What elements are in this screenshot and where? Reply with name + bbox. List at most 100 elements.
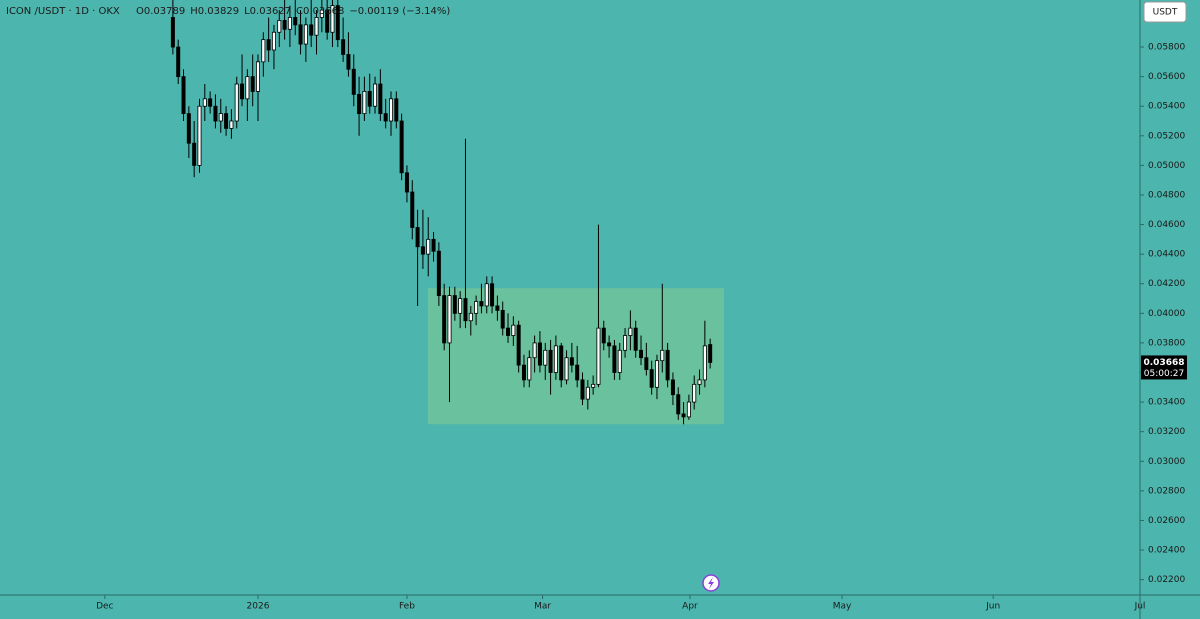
candle-body [575, 364, 580, 381]
candle-body [245, 76, 250, 100]
candle-body [250, 76, 255, 92]
candle-body [692, 383, 697, 403]
candle-body [665, 349, 670, 381]
candle-body [186, 113, 191, 144]
candle-body [404, 172, 409, 193]
y-tick-label: 0.04200 [1148, 279, 1185, 289]
candle-body [373, 83, 378, 107]
candle-body [585, 386, 590, 400]
candle-body [293, 17, 298, 26]
candle-body [708, 344, 713, 363]
candle-body [447, 295, 452, 344]
y-tick-label: 0.03800 [1148, 338, 1185, 348]
candle-body [697, 379, 702, 385]
candle-body [543, 349, 548, 366]
y-tick-label: 0.04800 [1148, 190, 1185, 200]
candle-body [580, 379, 585, 400]
candle-body [218, 113, 223, 122]
candle-body [500, 309, 505, 329]
candle-body [660, 349, 665, 362]
candle-body [298, 24, 303, 45]
currency-button[interactable] [1143, 1, 1187, 23]
candle-body [484, 283, 489, 307]
last-price-marker [1141, 355, 1187, 380]
candle-body [633, 327, 638, 351]
candle-body [388, 98, 393, 122]
candle-body [277, 20, 282, 33]
candle-body [527, 357, 532, 381]
candle-body [176, 46, 181, 78]
y-tick-label: 0.05600 [1148, 72, 1185, 82]
candle-body [596, 327, 601, 385]
y-tick-label: 0.05200 [1148, 131, 1185, 141]
candle-body [229, 120, 234, 129]
header-value: −0.00119 (−3.14%) [349, 6, 450, 17]
candle-body [639, 349, 644, 359]
y-tick-label: 0.04400 [1148, 250, 1185, 260]
candle-body [208, 98, 213, 107]
y-tick-label: 0.03400 [1148, 398, 1185, 408]
candle-body [420, 246, 425, 255]
candle-body [410, 191, 415, 228]
candle-body [351, 68, 356, 95]
candle-body [303, 24, 308, 45]
candle-body [431, 238, 436, 252]
candle-body [335, 5, 340, 41]
candle-body [426, 238, 431, 255]
y-tick-label: 0.04000 [1148, 309, 1185, 319]
candle-body [548, 349, 553, 373]
candle-body [686, 401, 691, 418]
candle-body [532, 342, 537, 359]
candle-body [521, 364, 526, 381]
y-tick-label: 0.02600 [1148, 516, 1185, 526]
y-tick-label: 0.02200 [1148, 575, 1185, 585]
y-tick-label: 0.05000 [1148, 161, 1185, 171]
chart-title: ICON /USDT · 1D · OKX [6, 6, 120, 17]
header-value: C0.03668 [296, 6, 344, 17]
candle-body [325, 9, 330, 33]
candle-body [170, 17, 175, 48]
candle-body [287, 17, 292, 30]
header-value: H0.03829 [190, 6, 239, 17]
candle-body [202, 98, 207, 107]
candle-body [261, 39, 266, 63]
x-tick-label: Feb [399, 602, 415, 612]
header-values: O0.03789 H0.03829 L0.03627 C0.03668 −0.00119… [136, 6, 450, 17]
candle-body [628, 327, 633, 336]
candle-body [474, 301, 479, 314]
header-value: L0.03627 [244, 6, 291, 17]
x-tick-label: Jul [1134, 602, 1146, 612]
candle-body [617, 349, 622, 373]
candle-body [367, 91, 372, 107]
candle-body [681, 413, 686, 418]
candle-body [553, 345, 558, 373]
last-price-label: 0.03668 [1144, 358, 1185, 368]
candle-body [537, 342, 542, 366]
candle-body [394, 98, 399, 122]
candle-body [362, 91, 367, 115]
candle-body [240, 83, 245, 100]
candle-body [309, 24, 314, 36]
candle-body [319, 9, 324, 18]
candle-body [266, 39, 271, 51]
candle-body [330, 5, 335, 33]
currency-label[interactable]: USDT [1153, 8, 1178, 18]
candle-body [702, 345, 707, 381]
candle-body [564, 357, 569, 381]
candle-body [452, 295, 457, 314]
candle-body [607, 342, 612, 347]
y-tick-label: 0.03200 [1148, 427, 1185, 437]
candle-body [623, 335, 628, 351]
candle-body [569, 357, 574, 366]
candle-body [383, 113, 388, 122]
candle-body [213, 105, 218, 122]
candle-body [676, 394, 681, 415]
x-tick-label: Apr [682, 602, 698, 612]
candle-body [341, 39, 346, 55]
y-tick-label: 0.05800 [1148, 43, 1185, 53]
x-tick-label: Dec [96, 602, 113, 612]
candle-body [479, 301, 484, 307]
x-tick-label: Jun [985, 602, 1000, 612]
